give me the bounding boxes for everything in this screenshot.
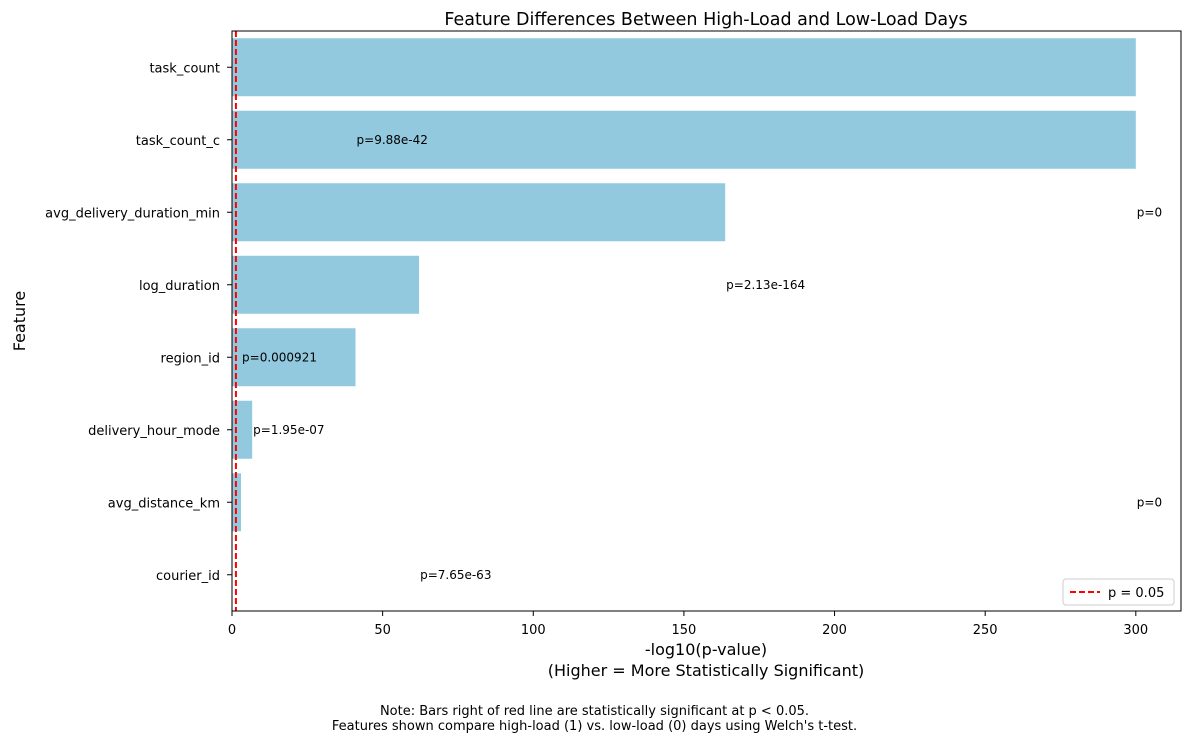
y-tick-label: task_count (149, 61, 220, 76)
plot-frame (231, 30, 1182, 612)
chart-title: Feature Differences Between High-Load an… (444, 10, 967, 30)
y-tick-label: avg_delivery_duration_min (45, 206, 220, 221)
x-tick-label: 50 (374, 623, 391, 638)
p-value-label: p=2.13e-164 (726, 278, 805, 292)
x-tick-label: 100 (521, 623, 546, 638)
bar-log_duration (232, 255, 420, 314)
legend-threshold-label: p = 0.05 (1108, 586, 1164, 601)
p-value-label: p=0.000921 (242, 350, 317, 364)
x-axis-label: -log10(p-value) (645, 640, 767, 659)
x-tick-label: 0 (228, 623, 236, 638)
x-tick-label: 200 (822, 623, 847, 638)
x-tick-label: 250 (973, 623, 998, 638)
y-tick-label: delivery_hour_mode (88, 424, 220, 439)
bar-avg_delivery_duration_min (232, 183, 726, 242)
bar-task_count_c (232, 110, 1136, 169)
legend: p = 0.05 (1062, 578, 1175, 606)
y-tick-label: avg_distance_km (108, 496, 220, 511)
x-tick-label: 300 (1123, 623, 1148, 638)
bar-delivery_hour_mode (232, 400, 253, 459)
legend-box (1062, 578, 1175, 606)
footnote-line-1: Note: Bars right of red line are statist… (379, 704, 810, 719)
y-tick-label: log_duration (139, 279, 220, 294)
y-tick-label: task_count_c (136, 134, 220, 149)
bar-task_count (232, 38, 1136, 97)
p-value-label: p=7.65e-63 (420, 568, 491, 582)
p-value-label: p=9.88e-42 (357, 133, 428, 147)
x-axis-sublabel: (Higher = More Statistically Significant… (548, 661, 865, 680)
p-value-label: p=0 (1137, 205, 1162, 219)
y-tick-label: region_id (161, 351, 220, 366)
y-axis-label: Feature (10, 291, 29, 351)
p-value-label: p=0 (1137, 495, 1162, 509)
y-tick-label: courier_id (156, 569, 220, 584)
x-tick-label: 150 (671, 623, 696, 638)
bar-region_id (232, 328, 356, 387)
footnote-line-2: Features shown compare high-load (1) vs.… (331, 719, 858, 734)
p-value-label: p=1.95e-07 (253, 423, 324, 437)
